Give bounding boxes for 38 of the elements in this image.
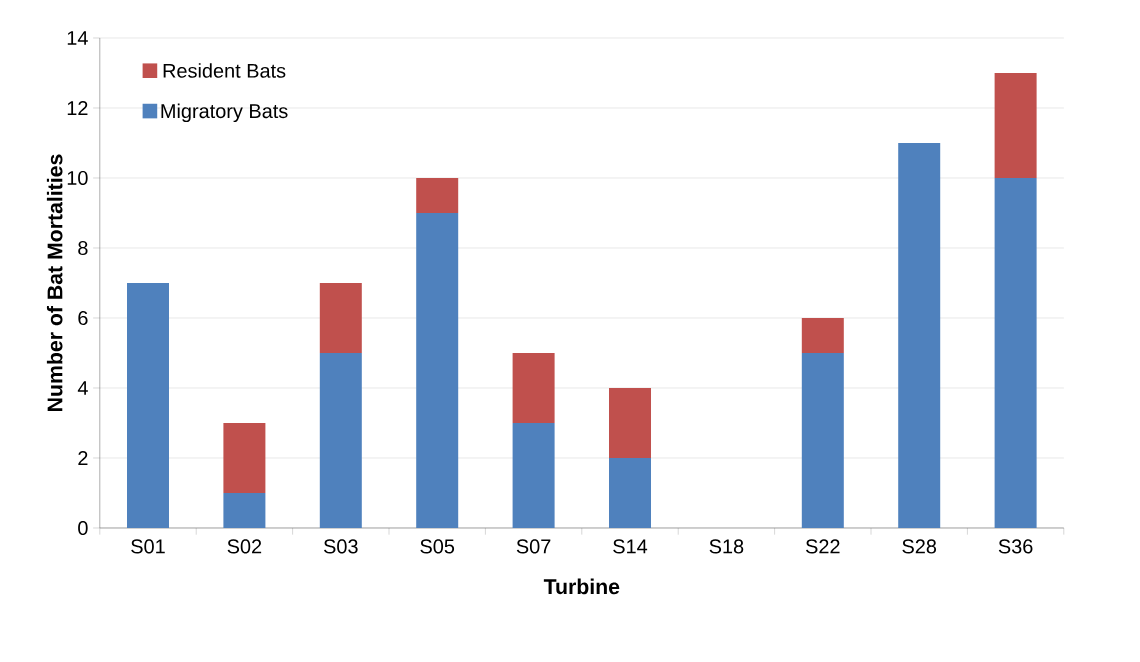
legend-label: Resident Bats (163, 63, 286, 78)
bar (898, 142, 941, 528)
x-tick-label: S36 (998, 539, 1033, 554)
y-tick-label: 8 (78, 240, 88, 256)
bar (801, 317, 844, 353)
bar (609, 387, 652, 458)
bar (609, 458, 652, 528)
x-tick-label: S03 (323, 539, 358, 554)
x-tick-label: S22 (805, 539, 840, 554)
bar (127, 282, 169, 528)
y-tick-label: 4 (77, 381, 88, 395)
bar (416, 177, 459, 213)
x-tick-label: S28 (902, 539, 937, 554)
bar (801, 352, 844, 528)
bar (994, 177, 1037, 528)
bar (994, 72, 1037, 178)
x-tick-label: S07 (516, 539, 551, 554)
x-axis-title: Turbine (543, 578, 620, 595)
x-tick-label: S05 (420, 539, 455, 554)
bar (223, 423, 266, 493)
bar (512, 423, 555, 528)
y-tick-label: 6 (78, 310, 88, 326)
y-tick-label: 0 (78, 520, 88, 536)
x-tick-label: S14 (613, 539, 648, 554)
bar (319, 282, 362, 353)
bar (416, 212, 459, 528)
bar (223, 493, 266, 528)
y-tick-label: 2 (78, 451, 88, 465)
y-tick-label: 12 (67, 101, 88, 115)
y-tick-label: 14 (67, 31, 88, 45)
legend-label: Migratory Bats (161, 103, 288, 123)
bar (512, 352, 555, 423)
x-tick-label: S02 (227, 539, 262, 554)
y-axis-title: Number of Bat Mortalities (46, 154, 63, 411)
x-tick-label: S01 (131, 539, 165, 554)
y-tick-label: 10 (67, 170, 88, 186)
bar (319, 352, 362, 528)
x-tick-label: S18 (709, 539, 744, 554)
